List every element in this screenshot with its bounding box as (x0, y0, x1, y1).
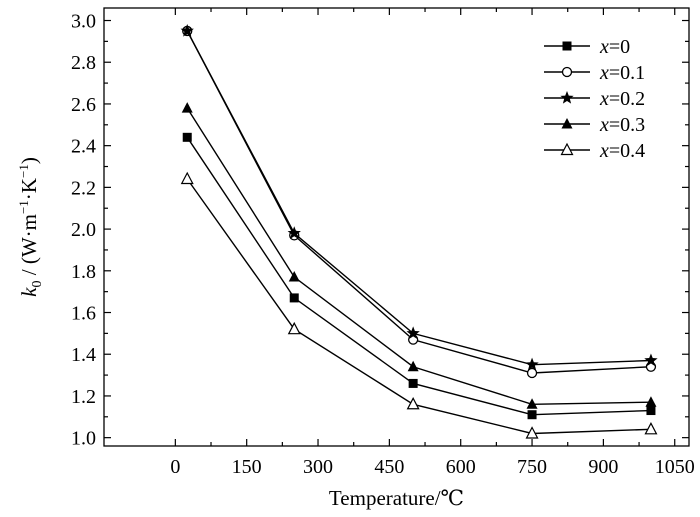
x-axis-ticks: 0 150 300 450 600 750 900 1050 (170, 8, 695, 478)
data-point (644, 353, 658, 367)
x-tick-label: 150 (232, 456, 262, 478)
series-line (186, 30, 651, 366)
data-point (406, 326, 420, 340)
y-axis-title-exponent-1: −1 (16, 200, 31, 214)
series-1 (182, 25, 657, 379)
legend-marker (561, 66, 573, 78)
legend-label: x=0 (599, 36, 630, 58)
series-3 (181, 102, 657, 409)
data-point (408, 378, 418, 388)
y-tick-label: 1.0 (71, 428, 96, 450)
y-tick-label: 3.0 (71, 11, 96, 33)
x-tick-label: 450 (374, 456, 404, 478)
series-0 (182, 132, 656, 420)
legend-label: x=0.1 (599, 62, 645, 84)
y-axis-title: k0 / (W·m−1·K−1) (16, 157, 45, 297)
plot-border (103, 7, 690, 447)
y-tick-label: 2.0 (71, 219, 96, 241)
data-point (525, 426, 539, 439)
data-point (180, 171, 194, 185)
data-point (407, 360, 419, 372)
plot-frame (103, 7, 690, 447)
x-tick-label: 1050 (655, 456, 695, 478)
y-tick-label: 1.6 (71, 303, 96, 325)
legend-item: x=0.2 (544, 88, 645, 110)
data-point (180, 23, 194, 37)
legend-item: x=0.1 (544, 62, 645, 84)
series-2 (180, 23, 658, 371)
data-point (526, 398, 538, 409)
y-axis-title-units-2: ·K (17, 178, 41, 200)
data-point (525, 357, 539, 371)
data-point (646, 406, 656, 416)
data-point (526, 367, 538, 379)
legend: x=0 x=0.1 x=0.2 x=0.3 x=0.4 (544, 36, 645, 162)
data-point (287, 321, 301, 335)
legend-marker (561, 118, 573, 129)
legend-label: x=0.4 (599, 140, 645, 162)
y-axis-ticks: 1.0 1.2 1.4 1.6 1.8 2.0 2.2 2.4 2.6 2.8 3.0 (71, 11, 689, 450)
legend-marker (562, 41, 572, 51)
data-point (182, 132, 192, 142)
x-axis-title: Temperature/℃ (329, 486, 464, 510)
data-point (287, 226, 301, 239)
data-point (644, 422, 658, 435)
y-tick-label: 1.4 (71, 344, 96, 366)
series-line (186, 30, 651, 374)
y-axis-title-symbol: k (17, 287, 41, 297)
legend-item: x=0.4 (544, 140, 645, 162)
legend-marker (560, 91, 574, 104)
data-point (181, 102, 193, 113)
series-line (186, 107, 651, 405)
x-tick-label: 750 (517, 456, 547, 478)
legend-label: x=0.3 (599, 114, 645, 136)
series-4 (180, 171, 658, 439)
y-axis-title-exponent-2: −1 (16, 164, 31, 178)
y-tick-label: 2.8 (71, 52, 96, 74)
y-tick-label: 1.8 (71, 261, 96, 283)
legend-item: x=0.3 (544, 114, 645, 136)
x-tick-label: 300 (303, 456, 333, 478)
y-axis-title-close: ) (17, 157, 41, 164)
y-tick-label: 2.6 (71, 94, 96, 116)
legend-marker (560, 142, 574, 156)
y-tick-label: 1.2 (71, 386, 96, 408)
y-axis-title-units: / (W·m (17, 214, 41, 280)
legend-label: x=0.2 (599, 88, 645, 110)
y-tick-label: 2.4 (71, 136, 96, 158)
x-tick-label: 600 (446, 456, 476, 478)
data-point (527, 410, 537, 420)
series-layer (180, 23, 658, 439)
data-point (645, 396, 657, 407)
y-axis-title-subscript: 0 (30, 281, 45, 288)
data-point (289, 293, 299, 303)
y-tick-label: 2.2 (71, 177, 96, 199)
data-point (406, 396, 420, 410)
data-point (288, 271, 300, 282)
legend-item: x=0 (544, 36, 630, 58)
x-tick-label: 0 (170, 456, 180, 478)
x-tick-label: 900 (588, 456, 618, 478)
